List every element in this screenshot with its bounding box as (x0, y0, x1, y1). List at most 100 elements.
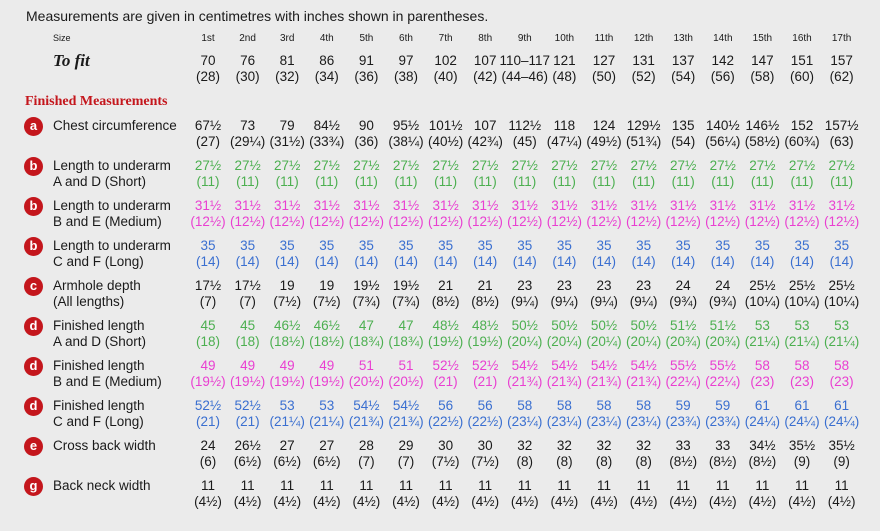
size-header: 10th (554, 33, 575, 44)
cell-in: (21¾) (507, 374, 543, 389)
cell-cm: 31½ (274, 198, 301, 213)
cell-cm: 31½ (630, 198, 657, 213)
cell-cm: 27½ (392, 158, 420, 173)
cell-in: (11) (592, 174, 616, 189)
cell-cm: 31½ (511, 198, 538, 213)
cell-in: (11) (354, 174, 378, 189)
cell-cm: 35 (794, 238, 810, 253)
cell-in: (19½) (309, 374, 345, 389)
cell-in: (11) (394, 174, 418, 189)
cell-cm: 95½ (392, 118, 420, 133)
cell-cm: 50½ (590, 318, 618, 333)
cell-in: (23¼) (546, 414, 583, 429)
cell-cm: 55½ (670, 358, 697, 373)
size-header: 5th (359, 33, 374, 44)
section-title: Finished Measurements (25, 94, 168, 109)
cell-in: (21) (235, 414, 260, 429)
cell-cm: 53 (754, 318, 770, 333)
to-fit-cm: 107 (473, 53, 497, 68)
cell-in: (14) (393, 254, 419, 269)
badge-e: e (24, 437, 43, 456)
cell-in: (21¾) (625, 374, 662, 389)
cell-cm: 27½ (828, 158, 855, 173)
cell-cm: 50½ (630, 318, 657, 333)
cell-in: (7) (199, 294, 217, 309)
cell-in: (21¼) (744, 334, 781, 349)
cell-cm: 50½ (551, 318, 578, 333)
size-header: 15th (752, 33, 773, 44)
to-fit-in: (58) (750, 69, 775, 84)
cell-cm: 31½ (194, 198, 222, 213)
cell-in: (18¾) (348, 334, 385, 349)
cell-cm: 23 (596, 278, 612, 293)
cell-cm: 31½ (749, 198, 776, 213)
cell-cm: 35 (477, 238, 493, 253)
cell-cm: 27½ (432, 158, 459, 173)
cell-cm: 51 (358, 358, 374, 373)
cell-cm: 11 (359, 478, 374, 493)
to-fit-in: (44–46) (501, 69, 549, 84)
cell-cm: 27½ (788, 158, 816, 173)
cell-in: (8) (635, 454, 652, 469)
cell-in: (20¾) (665, 334, 701, 349)
badge-d: d (24, 397, 43, 416)
cell-in: (11) (513, 174, 537, 189)
cell-in: (42¾) (467, 134, 503, 149)
cell-cm: 27½ (234, 158, 261, 173)
cell-cm: 11 (200, 478, 216, 493)
cell-in: (7) (358, 454, 375, 469)
cell-in: (18¾) (388, 334, 424, 349)
cell-cm: 33 (715, 438, 731, 453)
cell-cm: 21 (477, 278, 493, 293)
cell-cm: 19 (279, 278, 295, 293)
to-fit-in: (52) (631, 69, 656, 84)
cell-cm: 152 (790, 118, 814, 133)
cell-in: (7½) (431, 454, 460, 469)
cell-in: (23¼) (507, 414, 543, 429)
cell-in: (12½) (467, 214, 503, 229)
cell-cm: 27½ (590, 158, 618, 173)
cell-cm: 17½ (194, 278, 222, 293)
cell-in: (11) (473, 174, 497, 189)
cell-in: (12½) (229, 214, 266, 229)
cell-cm: 35 (636, 238, 652, 253)
cell-cm: 45 (200, 318, 216, 333)
cell-in: (4½) (788, 494, 816, 509)
cell-in: (21¼) (269, 414, 305, 429)
cell-in: (14) (235, 254, 260, 269)
cell-cm: 101½ (428, 118, 463, 133)
cell-in: (11) (275, 174, 299, 189)
row-sublabel: B and E (Medium) (53, 374, 162, 389)
cell-cm: 27 (279, 438, 295, 453)
cell-in: (4½) (629, 494, 658, 509)
cell-cm: 61 (834, 398, 850, 413)
cell-in: (4½) (471, 494, 500, 509)
to-fit-cm: 91 (358, 53, 374, 68)
cell-cm: 58 (834, 358, 850, 373)
cell-cm: 45 (240, 318, 256, 333)
cell-cm: 35 (754, 238, 770, 253)
cell-cm: 29 (398, 438, 414, 453)
cell-cm: 35 (517, 238, 533, 253)
size-header: 11th (594, 33, 614, 44)
cell-in: (14) (591, 254, 617, 269)
cell-in: (12½) (625, 214, 662, 229)
cell-cm: 27½ (353, 158, 380, 173)
cell-in: (14) (671, 254, 696, 269)
cell-cm: 11 (676, 478, 691, 493)
cell-in: (23¼) (625, 414, 662, 429)
cell-cm: 54½ (630, 358, 657, 373)
cell-cm: 59 (715, 398, 731, 413)
cell-in: (9) (833, 454, 850, 469)
cell-in: (29¼) (229, 134, 266, 149)
cell-cm: 35½ (828, 438, 855, 453)
row-label: Length to underarm (53, 238, 171, 253)
cell-cm: 27 (319, 438, 335, 453)
size-header: 16th (792, 33, 812, 44)
cell-cm: 35 (715, 238, 731, 253)
row-sublabel: C and F (Long) (53, 414, 144, 429)
cell-cm: 30 (477, 438, 493, 453)
cell-cm: 11 (794, 478, 810, 493)
row-label: Finished length (53, 358, 145, 373)
cell-in: (10¼) (823, 294, 860, 309)
